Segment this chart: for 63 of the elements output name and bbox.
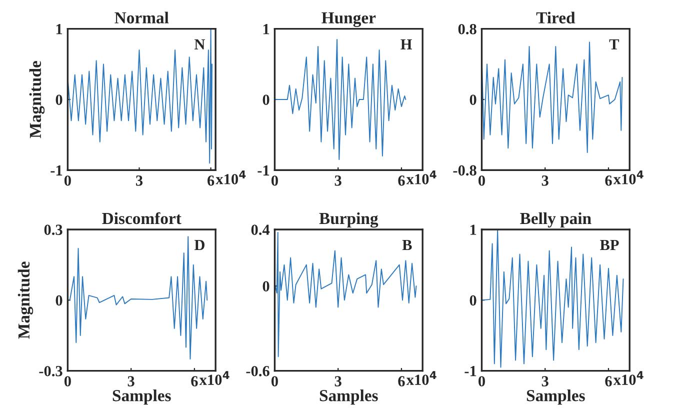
chart-title: Normal — [114, 12, 169, 24]
annotation: BP — [600, 240, 619, 250]
y-tick-label: 0 — [262, 281, 270, 292]
text: x10$^{4}$ — [216, 170, 246, 184]
x-tick-label: 0 — [478, 175, 485, 186]
annotation: B — [402, 240, 412, 250]
y-tick-label: 0.8 — [458, 24, 476, 34]
x-tick-label: 6 — [398, 175, 405, 186]
y-tick-label: -0.3 — [39, 366, 62, 376]
y-tick-label: 1 — [470, 224, 476, 235]
y-tick-label: 1 — [263, 24, 270, 34]
x-tick-label: 3 — [542, 376, 548, 386]
x-tick-label: 0 — [478, 376, 485, 386]
x-tick-label: 6 — [398, 376, 405, 386]
x-tick-label: 6 — [208, 175, 214, 186]
y-tick-label: 0.3 — [44, 224, 62, 236]
text: x10$^{4}$ — [613, 371, 644, 385]
y-tick-label: 0 — [56, 94, 62, 105]
x-tick-label: 6 — [605, 376, 612, 386]
line-series — [68, 28, 212, 164]
y-tick-label: -1 — [50, 165, 62, 176]
x-tick-label: 0 — [271, 175, 278, 186]
x-axis-title: Samples — [320, 390, 378, 405]
x-tick-label: 3 — [542, 175, 548, 186]
annotation: T — [609, 39, 620, 50]
y-tick-label: -0.6 — [246, 366, 270, 376]
x-tick-label: 0 — [271, 376, 278, 386]
chart-title: Belly pain — [520, 212, 592, 228]
annotation: D — [194, 240, 204, 250]
y-tick-label: 0 — [262, 94, 270, 105]
annotation: N — [194, 39, 206, 50]
y-tick-label: 0 — [56, 295, 62, 306]
x-tick-label: 0 — [64, 175, 71, 186]
y-tick-label: 0.4 — [251, 224, 270, 236]
chart-title: Discomfort — [102, 212, 182, 224]
y-tick-label: 0 — [470, 94, 476, 105]
text: x10$^{4}$ — [613, 170, 644, 184]
x-tick-label: 3 — [334, 376, 342, 386]
text: x10$^{4}$ — [406, 170, 436, 184]
y-tick-label: 1 — [56, 24, 62, 34]
x-axis-title: Samples — [112, 390, 171, 405]
y-tick-label: -1 — [258, 165, 270, 176]
x-tick-label: 6 — [191, 376, 198, 386]
y-axis-title: Magnitude — [18, 262, 34, 339]
chart-title: Burping — [319, 212, 378, 228]
text: x10$^{4}$ — [406, 371, 436, 385]
text: x10$^{4}$ — [199, 371, 230, 385]
line-series — [274, 232, 417, 358]
line-series — [482, 229, 624, 368]
x-axis-title: Samples — [526, 390, 585, 405]
x-tick-label: 3 — [334, 175, 342, 186]
x-tick-label: 6 — [605, 175, 612, 186]
y-tick-label: -0.8 — [453, 165, 476, 176]
chart-title: Tired — [536, 12, 576, 24]
chart-title: Hunger — [322, 12, 376, 27]
y-axis-title: Magnitude — [29, 61, 45, 138]
x-tick-label: 3 — [136, 175, 143, 186]
x-tick-label: 0 — [64, 376, 71, 386]
line-series — [69, 236, 208, 360]
y-tick-label: -1 — [464, 366, 476, 376]
y-tick-label: 0 — [470, 295, 476, 306]
annotation: H — [400, 39, 412, 50]
x-tick-label: 3 — [128, 376, 134, 386]
